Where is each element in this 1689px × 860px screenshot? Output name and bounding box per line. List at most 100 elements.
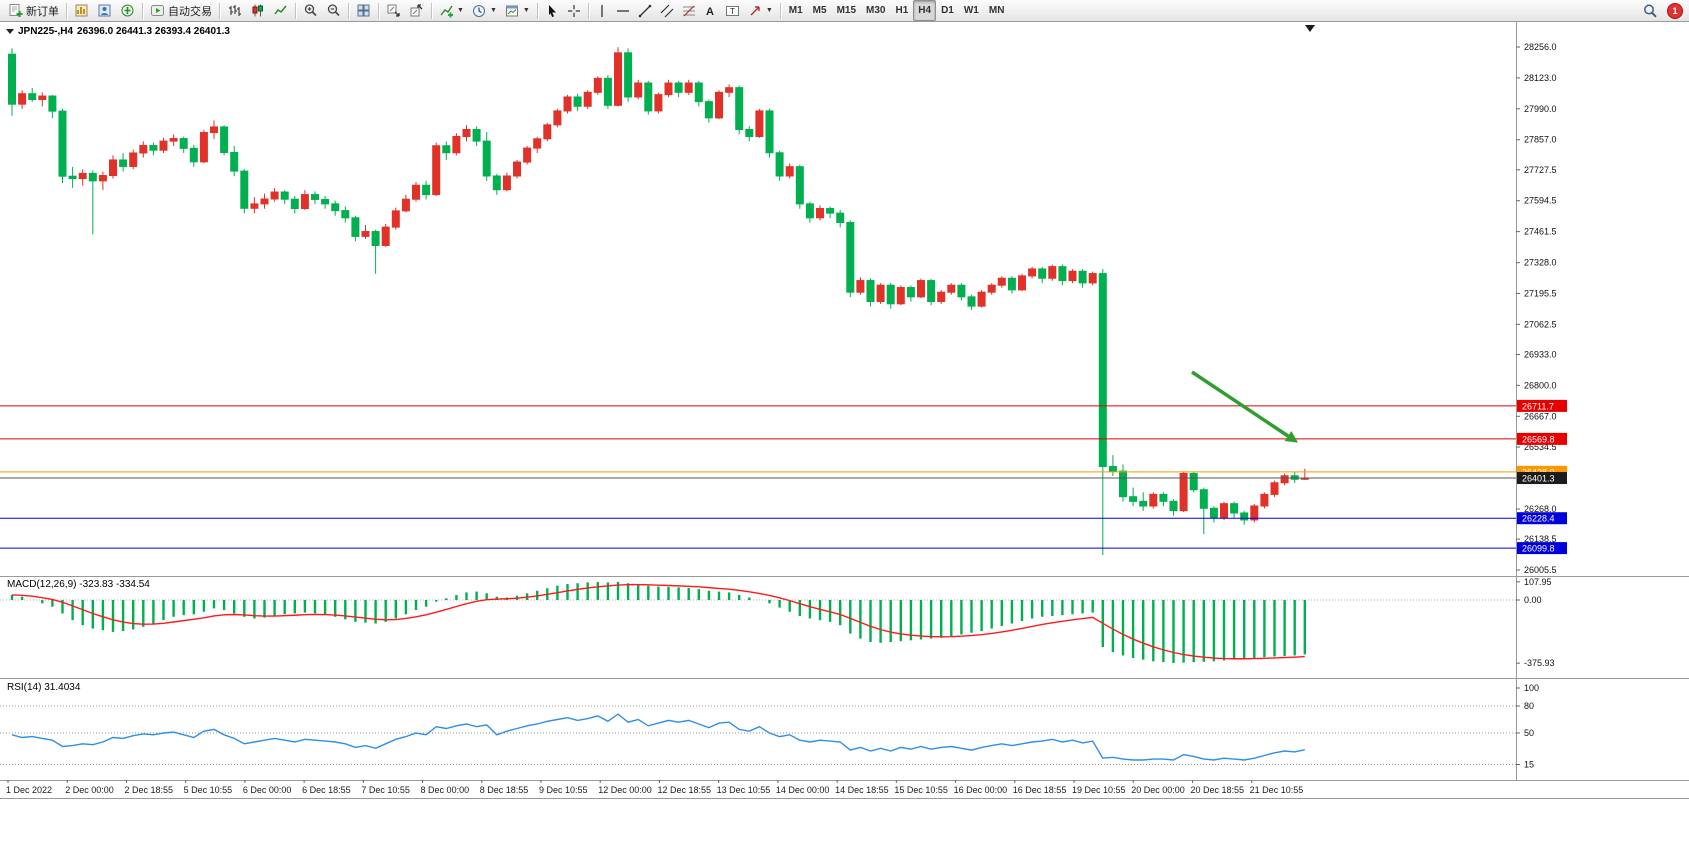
price-tick-label: 28123.0 xyxy=(1524,73,1557,83)
candle-body xyxy=(644,82,653,112)
templates-button[interactable]: ▼ xyxy=(501,0,534,21)
candle-body xyxy=(502,175,511,191)
candle-body xyxy=(603,77,612,106)
timeframe-w1-button[interactable]: W1 xyxy=(963,5,979,16)
candle-body xyxy=(654,94,663,112)
crosshair-button[interactable] xyxy=(563,0,585,21)
candlestick-chart-icon xyxy=(252,4,263,17)
chart-shift-marker-icon[interactable] xyxy=(1305,25,1315,32)
market-watch-button[interactable] xyxy=(70,0,93,21)
indicators-plus-icon xyxy=(440,5,453,17)
candle-body xyxy=(664,82,673,96)
new-order-button[interactable]: 新订单 xyxy=(4,0,63,21)
candle-body xyxy=(1199,489,1208,509)
timeframe-h1-button[interactable]: H1 xyxy=(895,5,909,16)
candle-body xyxy=(1240,512,1249,521)
text-button[interactable]: A xyxy=(700,0,721,21)
arrows-button[interactable]: ▼ xyxy=(744,0,777,21)
candle-body xyxy=(1260,493,1269,507)
tile-windows-button[interactable] xyxy=(352,0,375,21)
separator xyxy=(587,2,589,19)
macd-indicator-label: MACD(12,26,9) -323.83 -334.54 xyxy=(7,579,150,590)
candle-body xyxy=(1250,505,1259,521)
price-tick-label: 26933.0 xyxy=(1524,349,1557,359)
candle-body xyxy=(331,203,340,212)
template-icon xyxy=(505,5,518,16)
candle-body xyxy=(199,132,208,163)
candle-body xyxy=(381,226,390,246)
separator xyxy=(295,2,296,19)
market-watch-icon xyxy=(75,4,88,17)
fibonacci-button[interactable] xyxy=(678,0,700,21)
price-level-badge-text: 26401.3 xyxy=(1522,474,1555,484)
candle-body xyxy=(836,212,845,223)
candle-body xyxy=(492,175,501,191)
trend-arrow-annotation[interactable] xyxy=(1191,370,1289,438)
price-tick-label: 26138.5 xyxy=(1524,534,1557,544)
auto-trading-button[interactable]: 自动交易 xyxy=(146,0,216,21)
candle-body xyxy=(846,221,855,293)
price-tick-label: 26534.5 xyxy=(1524,442,1557,452)
trendline-button[interactable] xyxy=(634,0,656,21)
timeframe-d1-button[interactable]: D1 xyxy=(941,5,954,16)
candle-body xyxy=(371,231,380,246)
bar-chart-button[interactable] xyxy=(223,0,246,21)
search-icon xyxy=(1644,4,1657,18)
arrange-ascending-button[interactable] xyxy=(405,0,428,21)
line-chart-icon xyxy=(274,5,287,15)
candle-body xyxy=(28,93,37,101)
price-tick-label: 27990.0 xyxy=(1524,104,1557,114)
chart-menu-icon[interactable] xyxy=(6,29,14,34)
notification-badge[interactable]: 1 xyxy=(1667,2,1683,19)
zoom-in-button[interactable] xyxy=(299,0,322,21)
indicators-button[interactable]: ▼ xyxy=(435,0,468,21)
candle-body xyxy=(412,184,420,200)
timeframe-m30-button[interactable]: M30 xyxy=(866,5,886,16)
vertical-line-button[interactable] xyxy=(592,0,612,21)
candle-body xyxy=(38,95,47,101)
price-level-badge xyxy=(1517,542,1567,555)
arrange-descending-button[interactable] xyxy=(382,0,405,21)
candle-body xyxy=(1018,275,1026,291)
channel-button[interactable] xyxy=(656,0,678,21)
search-button[interactable] xyxy=(1638,0,1662,21)
cursor-button[interactable] xyxy=(541,0,563,21)
price-level-badge-text: 26228.4 xyxy=(1522,514,1555,524)
dropdown-caret-icon: ▼ xyxy=(489,7,497,14)
timeframe-m15-button[interactable]: M15 xyxy=(836,5,857,16)
time-axis-label: 20 Dec 18:55 xyxy=(1190,785,1244,795)
horizontal-line-button[interactable] xyxy=(612,0,634,21)
timeframe-m5-button[interactable]: M5 xyxy=(812,5,827,16)
timeframe-h4-button[interactable]: H4 xyxy=(913,0,937,21)
toolbar-right-group: 1 xyxy=(1638,0,1685,21)
candle-body xyxy=(866,280,875,302)
candle-body xyxy=(1230,503,1239,514)
candle-body xyxy=(422,184,431,196)
candle-body xyxy=(947,284,956,293)
dropdown-caret-icon: ▼ xyxy=(457,7,464,14)
main-toolbar: 新订单 自动交易 xyxy=(0,0,1689,22)
zoom-out-button[interactable] xyxy=(322,0,345,21)
candle-body xyxy=(159,140,168,151)
navigator-button[interactable] xyxy=(116,0,139,21)
timeframe-m1-button[interactable]: M1 xyxy=(788,5,803,16)
separator xyxy=(348,2,349,19)
text-label-button[interactable]: T xyxy=(721,0,744,21)
price-tick-label: 26005.5 xyxy=(1524,565,1557,575)
rsi-line xyxy=(11,713,1305,761)
data-window-button[interactable] xyxy=(93,0,116,21)
candle-body xyxy=(694,82,703,103)
separator xyxy=(536,2,538,19)
candle-body xyxy=(1038,268,1047,279)
timeframe-mn-button[interactable]: MN xyxy=(988,5,1005,16)
candle-body xyxy=(987,284,996,293)
candlestick-chart-button[interactable] xyxy=(246,0,269,21)
fibonacci-icon xyxy=(682,5,695,16)
candle-body xyxy=(745,129,754,137)
candle-body xyxy=(1159,493,1168,502)
periods-button[interactable]: ▼ xyxy=(468,0,501,21)
candle-body xyxy=(1149,493,1158,507)
line-chart-button[interactable] xyxy=(269,0,292,21)
time-axis-label: 15 Dec 10:55 xyxy=(894,785,948,795)
